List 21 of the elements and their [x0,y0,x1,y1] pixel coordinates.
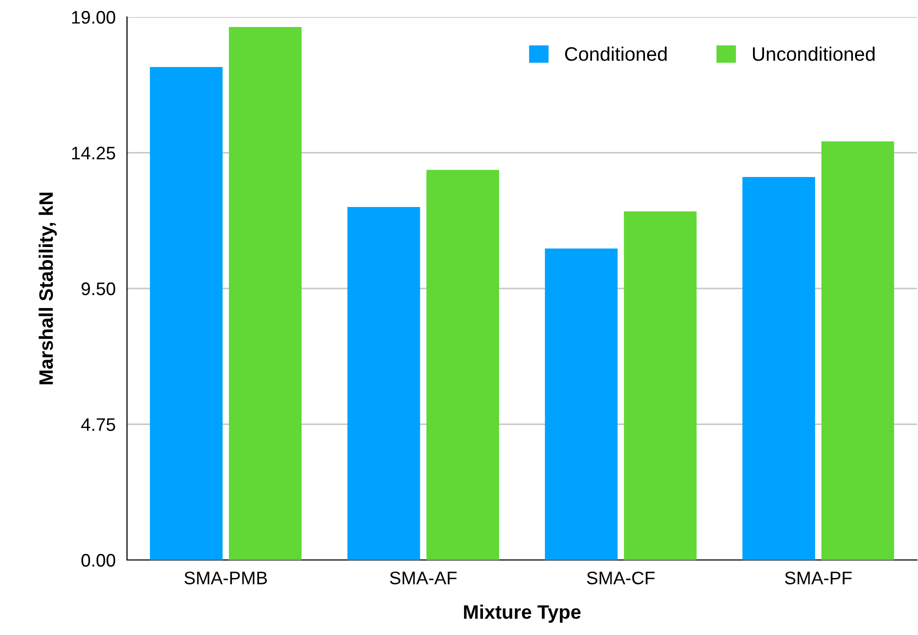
bar [426,170,500,560]
y-tick-label: 19.00 [72,10,116,24]
bar [624,211,697,560]
y-tick-label: 0.00 [81,554,116,567]
bar [150,67,223,560]
bar [544,248,618,560]
y-tick-label: 4.75 [81,418,116,431]
bar [742,177,816,560]
x-tick-label: SMA-PMB [184,572,267,584]
bar [821,141,894,560]
x-tick-label: SMA-CF [586,572,655,584]
legend-label: Conditioned [565,46,667,61]
legend-label: Unconditioned [752,46,875,61]
y-tick-label: 14.25 [72,146,116,160]
x-tick-label: SMA-AF [390,572,457,584]
bar [228,27,302,560]
y-axis-title: Marshall Stability, kN [38,192,57,384]
y-tick-label: 9.50 [82,282,116,296]
bar [347,207,420,560]
x-tick-label: SMA-PF [784,572,852,584]
x-axis-title: Mixture Type [464,604,581,623]
